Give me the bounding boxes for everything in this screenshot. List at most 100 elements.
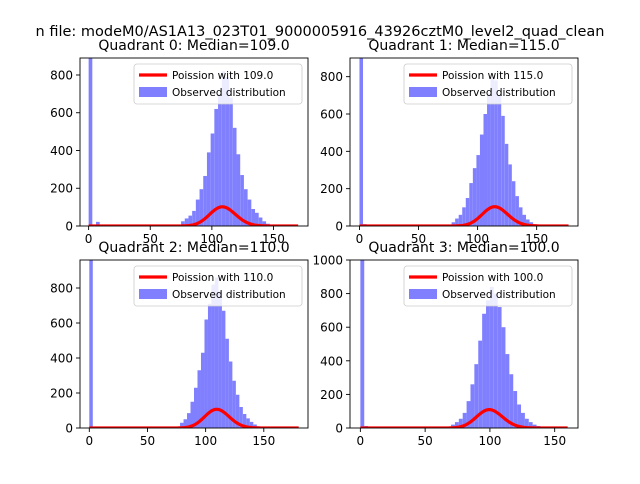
y-tick-label: 400 <box>50 144 73 158</box>
histogram-bar <box>235 394 240 428</box>
y-tick-label: 600 <box>320 321 343 335</box>
histogram-bar <box>482 313 487 428</box>
legend-box <box>403 265 573 307</box>
histogram-bar <box>458 418 463 428</box>
histogram-bar <box>194 387 198 428</box>
y-tick-label: 400 <box>320 354 343 368</box>
legend-label-poisson: Poission with 100.0 <box>442 272 543 284</box>
histogram-bar <box>251 209 256 226</box>
histogram-bar <box>465 198 470 226</box>
histogram-bar <box>522 214 527 226</box>
x-tick-label: 0 <box>85 232 93 246</box>
histogram-bar <box>184 218 189 226</box>
histogram-bar <box>501 327 506 428</box>
histogram-bar <box>183 419 188 428</box>
x-tick-label: 100 <box>466 232 489 246</box>
histogram-bar <box>528 422 533 428</box>
histogram-bar <box>472 168 477 226</box>
axes-frame <box>79 57 309 227</box>
histogram-bar <box>517 404 521 428</box>
histogram-bar <box>192 210 196 226</box>
plot-area <box>359 58 569 226</box>
histogram-bar <box>225 338 229 428</box>
y-tick-label: 800 <box>50 68 73 82</box>
histogram-bar <box>462 412 467 428</box>
histogram-bar <box>470 384 475 428</box>
x-tick-label: 0 <box>357 434 365 448</box>
histogram-bar <box>214 108 219 226</box>
histogram-bar <box>232 380 236 428</box>
legend-bar-swatch <box>409 87 437 97</box>
y-tick-label: 800 <box>320 287 343 301</box>
histogram-bar <box>497 307 502 428</box>
legend: Poission with 109.0 Observed distribution <box>133 63 303 105</box>
legend-label-observed: Observed distribution <box>172 289 286 301</box>
legend: Poission with 100.0 Observed distribution <box>403 265 573 307</box>
histogram-bar <box>228 361 233 428</box>
y-tick-label: 400 <box>320 145 343 159</box>
legend-label-observed: Observed distribution <box>442 87 556 99</box>
y-tick-label: 600 <box>50 106 73 120</box>
histogram-bar <box>96 221 100 226</box>
histogram-bar <box>490 76 495 226</box>
histogram-bar <box>508 164 512 226</box>
legend-bar-swatch <box>409 289 437 299</box>
y-tick-label: 200 <box>50 182 73 196</box>
axes-frame <box>349 57 579 227</box>
histogram-bar <box>243 189 248 226</box>
histogram-bar <box>229 97 233 226</box>
x-tick-label: 0 <box>85 434 93 448</box>
histogram-bar <box>188 215 193 226</box>
histogram-bar <box>469 183 473 226</box>
histogram-bar <box>190 401 194 428</box>
y-tick-label: 0 <box>335 422 343 436</box>
y-tick-label: 600 <box>50 317 73 331</box>
histogram-bar <box>207 303 212 428</box>
histogram-bar <box>221 310 226 428</box>
histogram-bar <box>466 401 471 428</box>
legend-label-poisson: Poission with 115.0 <box>442 70 543 82</box>
x-tick-label: 50 <box>143 232 158 246</box>
histogram-bar <box>501 115 505 226</box>
y-tick-label: 800 <box>320 70 343 84</box>
y-tick-label: 200 <box>320 388 343 402</box>
legend-box <box>133 265 303 307</box>
panel-quadrant-0: 0 50 100 150 0 200 400 600 800 Quadrant 0: Median… <box>50 38 309 246</box>
panel-title: Quadrant 2: Median=110.0 <box>98 240 289 256</box>
histogram-bar <box>232 127 237 226</box>
histogram-bar <box>532 424 537 428</box>
x-tick-label: 150 <box>543 434 566 448</box>
histogram-bar <box>187 413 191 428</box>
legend-label-poisson: Poission with 110.0 <box>172 272 273 284</box>
histogram-bar <box>454 422 459 428</box>
histogram-bar <box>89 260 93 428</box>
histogram-bar <box>513 391 518 428</box>
histogram-bar <box>521 412 525 428</box>
histogram-bar <box>455 218 459 226</box>
histogram-bar <box>197 370 201 428</box>
histogram-bar <box>88 58 93 226</box>
histogram-bar <box>211 284 215 428</box>
histogram-bar <box>236 154 241 226</box>
histogram-bar <box>203 175 207 226</box>
panel-title: Quadrant 3: Median=100.0 <box>368 240 559 256</box>
y-tick-label: 200 <box>320 182 343 196</box>
x-tick-label: 50 <box>411 232 426 246</box>
histogram-bar <box>497 95 502 226</box>
y-tick-label: 600 <box>320 108 343 122</box>
panel-title: Quadrant 1: Median=115.0 <box>368 38 559 54</box>
histogram-bar <box>214 277 219 428</box>
histogram-bar <box>493 293 498 428</box>
y-tick-label: 0 <box>65 422 73 436</box>
panel-quadrant-1: 0 50 100 150 0 200 400 600 800 Quadrant 1: Median… <box>320 38 579 246</box>
histogram-bar <box>458 214 463 226</box>
histogram-bar <box>249 421 254 428</box>
histogram-bar <box>262 221 267 226</box>
y-tick-label: 1000 <box>312 254 343 268</box>
histogram-bar <box>206 152 211 226</box>
axes-frame <box>79 259 309 429</box>
y-tick-label: 400 <box>50 352 73 366</box>
legend-label-observed: Observed distribution <box>442 289 556 301</box>
legend-box <box>403 63 573 105</box>
